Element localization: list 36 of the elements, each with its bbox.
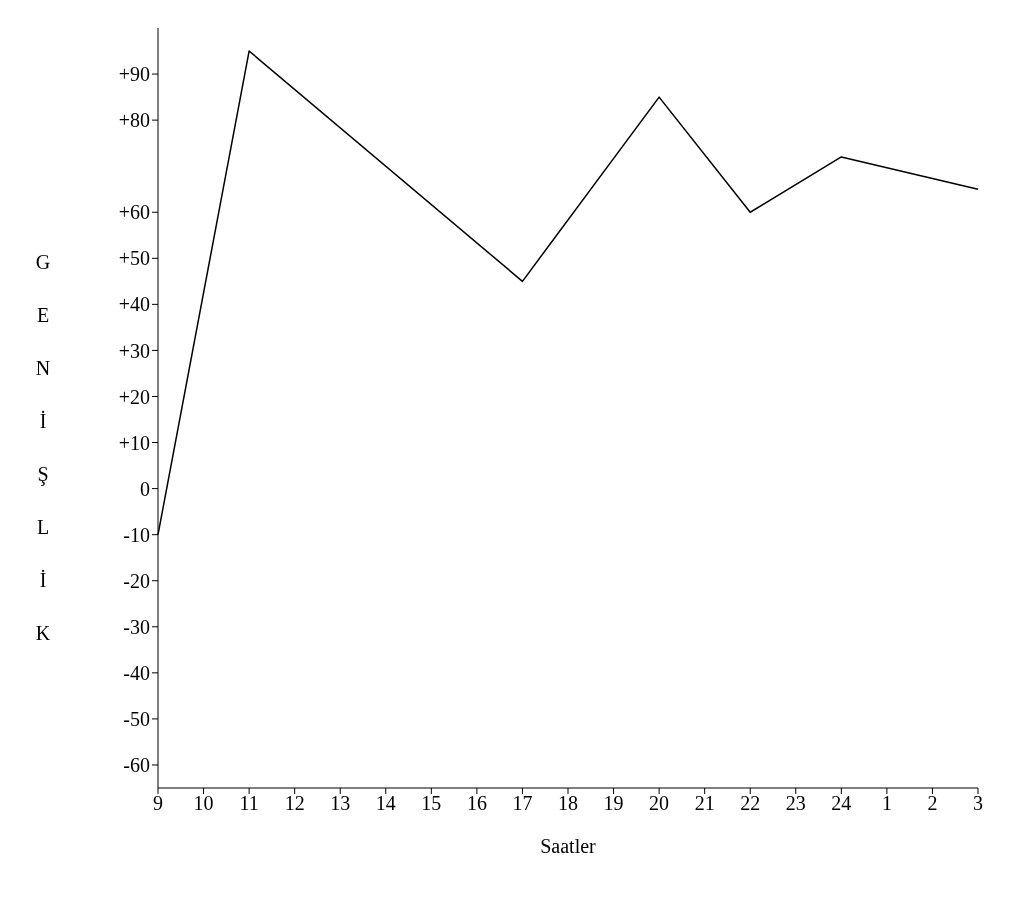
x-tick-label: 16 — [466, 792, 487, 815]
y-tick-label: +20 — [118, 385, 150, 408]
x-tick-label: 13 — [330, 792, 351, 815]
x-axis-title: Saatler — [540, 835, 597, 857]
y-tick-label: +40 — [118, 293, 150, 316]
x-tick-label: 15 — [421, 792, 442, 815]
x-tick-label: 10 — [193, 792, 214, 815]
y-tick-label: -40 — [123, 661, 150, 684]
y-tick-label: -20 — [123, 569, 150, 592]
y-tick-label: -60 — [123, 754, 150, 777]
x-tick-label: 22 — [740, 792, 761, 815]
x-tick-label: 18 — [558, 792, 578, 815]
y-tick-label: +10 — [118, 431, 150, 454]
x-tick-label: 9 — [153, 792, 163, 815]
y-tick-label: -10 — [123, 523, 150, 546]
y-tick-label: +80 — [118, 109, 150, 132]
x-tick-label: 21 — [694, 792, 715, 815]
y-tick-label: -50 — [123, 708, 150, 731]
x-tick-label: 11 — [239, 792, 259, 815]
y-tick-label: -30 — [123, 615, 150, 638]
y-tick-label: +60 — [118, 201, 150, 224]
x-tick-label: 2 — [927, 792, 938, 815]
x-tick-label: 24 — [831, 792, 852, 815]
x-tick-label: 12 — [284, 792, 305, 815]
x-tick-label: 19 — [603, 792, 624, 815]
x-tick-label: 1 — [881, 792, 892, 815]
x-tick-label: 23 — [785, 792, 806, 815]
text: GENİŞLİK — [35, 251, 51, 644]
y-tick-label: +30 — [118, 339, 150, 362]
x-tick-label: 20 — [649, 792, 670, 815]
y-tick-label: +50 — [118, 247, 150, 270]
x-tick-label: 3 — [973, 792, 983, 815]
y-tick-label: +90 — [118, 63, 150, 86]
y-tick-label: 0 — [140, 477, 150, 500]
x-tick-label: 17 — [512, 792, 533, 815]
x-tick-label: 14 — [375, 792, 396, 815]
